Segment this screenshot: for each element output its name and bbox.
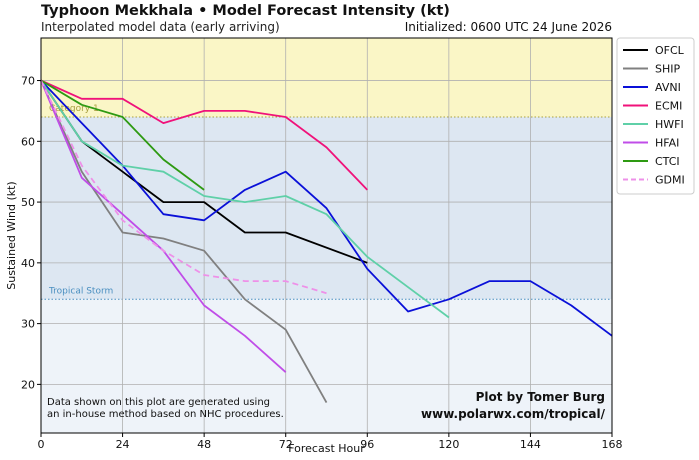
y-tick-label: 60 — [21, 135, 35, 148]
legend-label-ctci: CTCI — [655, 155, 680, 168]
legend-label-gdmi: GDMI — [655, 174, 685, 187]
band-2 — [41, 299, 612, 433]
x-axis-label: Forecast Hour — [288, 442, 365, 455]
x-tick-label: 24 — [116, 438, 130, 451]
series-line-hwfi — [40, 79, 450, 319]
plot-frame — [40, 37, 613, 434]
y-tick-label: 40 — [21, 257, 35, 270]
y-tick-label: 20 — [21, 378, 35, 391]
credit-url: www.polarwx.com/tropical/ — [421, 407, 606, 421]
series-line-avni — [40, 79, 613, 337]
legend-label-ofcl: OFCL — [655, 44, 685, 57]
x-tick-label: 72 — [279, 438, 293, 451]
forecast-lines — [40, 79, 613, 404]
y-axis-label: Sustained Wind (kt) — [5, 181, 18, 289]
series-line-ecmi — [40, 79, 368, 191]
legend-label-avni: AVNI — [655, 81, 681, 94]
series-line-gdmi — [40, 80, 327, 295]
x-tick-label: 48 — [197, 438, 211, 451]
band-label: Tropical Storm — [48, 286, 113, 296]
legend-label-hwfi: HWFI — [655, 118, 684, 131]
chart-subtitle: Interpolated model data (early arriving) — [41, 20, 280, 34]
data-note-line-2: an in-house method based on NHC procedur… — [47, 409, 284, 420]
x-tick-label: 0 — [38, 438, 45, 451]
legend-label-ecmi: ECMI — [655, 100, 682, 113]
x-tick-label: 120 — [438, 438, 459, 451]
series-line-ctci — [40, 79, 205, 191]
y-tick-label: 70 — [21, 75, 35, 88]
chart-title: Typhoon Mekkhala • Model Forecast Intens… — [41, 3, 450, 19]
band-0 — [41, 38, 612, 117]
x-tick-label: 168 — [602, 438, 623, 451]
legend: OFCL SHIP AVNI ECMI HWFI HFAI CTCI GDMI — [616, 37, 695, 195]
legend-label-hfai: HFAI — [655, 137, 679, 150]
y-tick-label: 30 — [21, 318, 35, 331]
legend-box — [616, 37, 695, 195]
band-label: Category 1 — [49, 104, 99, 114]
legend-label-ship: SHIP — [655, 63, 680, 76]
x-tick-label: 96 — [360, 438, 374, 451]
credit-author: Plot by Tomer Burg — [476, 390, 605, 404]
axis-ticks: 0 24 48 72 96 120 144 168 20 30 40 50 60 70 — [21, 75, 623, 451]
data-note-line-1: Data shown on this plot are generated us… — [47, 397, 270, 408]
series-line-ship — [40, 80, 328, 404]
y-tick-label: 50 — [21, 196, 35, 209]
x-tick-label: 144 — [520, 438, 541, 451]
intensity-bands: Category 1 Tropical Storm — [41, 38, 612, 433]
initialized-time: Initialized: 0600 UTC 24 June 2026 — [404, 20, 612, 34]
